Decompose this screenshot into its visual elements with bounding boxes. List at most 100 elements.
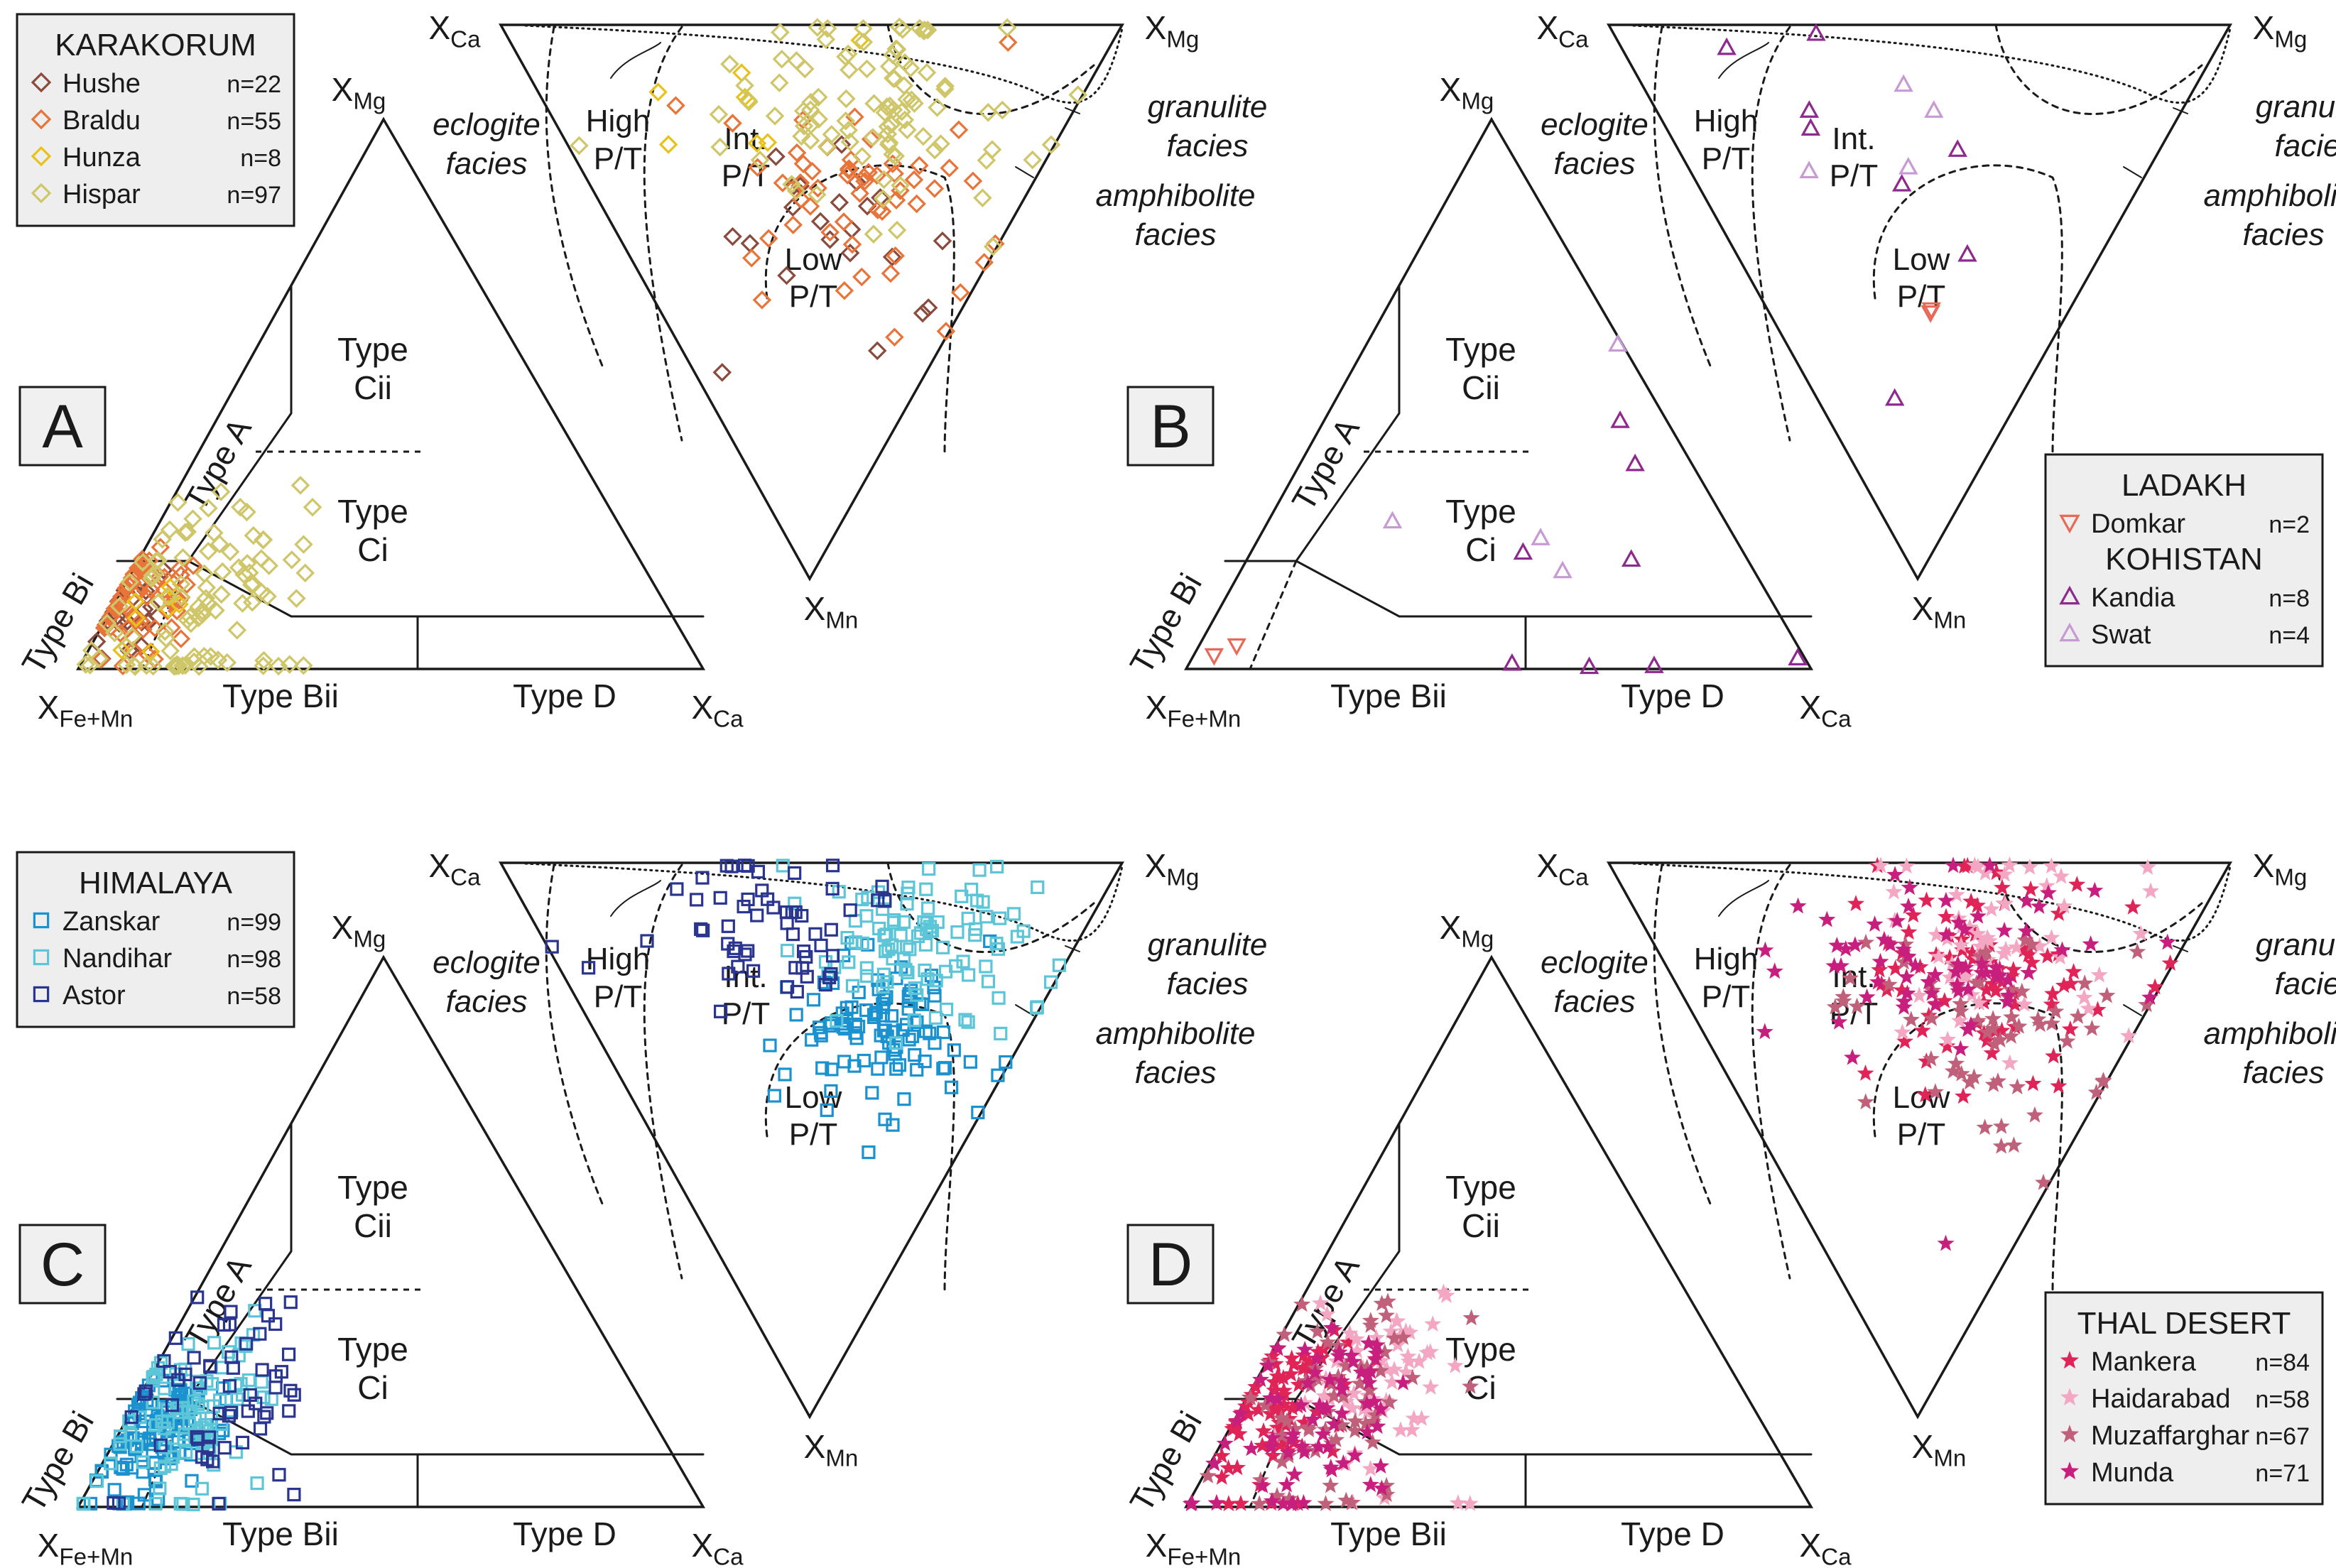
point-haidarabad-left <box>1348 1341 1366 1359</box>
point-domkar-left <box>1204 648 1224 666</box>
point-mankera-left <box>1219 1459 1237 1476</box>
point-zanskar-right <box>886 1042 901 1057</box>
point-muzaffarghar-left <box>1371 1362 1389 1378</box>
point-astor-right <box>737 899 751 914</box>
point-hispar-left <box>109 597 129 616</box>
point-astor-right <box>746 964 761 978</box>
point-muzaffarghar-left <box>1337 1491 1355 1508</box>
leader-eclogite <box>610 880 661 917</box>
point-munda-left <box>1274 1495 1292 1511</box>
point-nandihar-right <box>968 928 982 942</box>
point-astor-left <box>187 1351 201 1365</box>
int-pt-boundary <box>1751 26 1791 442</box>
point-munda-right <box>1828 937 1846 953</box>
point-hushe-right <box>740 234 760 254</box>
legend-item: Swat n=4 <box>2059 620 2310 650</box>
point-hispar-right <box>735 76 754 95</box>
point-muzaffarghar-left <box>1386 1329 1403 1346</box>
point-kandia-right <box>1891 173 1912 192</box>
apex-xmg-left-text: XMg <box>1440 909 1494 953</box>
point-nandihar-left <box>241 1373 256 1388</box>
point-astor-left <box>274 1365 288 1379</box>
point-mankera-right <box>1941 949 1959 965</box>
point-kandia-right <box>1884 388 1905 406</box>
point-zanskar-right <box>876 1008 890 1023</box>
subscript: Fe+Mn <box>59 707 133 733</box>
point-muzaffarghar-right <box>1974 950 1992 967</box>
point-domkar-right <box>1921 305 1940 323</box>
point-astor-right <box>788 961 803 975</box>
point-mankera-right <box>2003 967 2021 984</box>
high-pt-label: High <box>586 942 651 976</box>
symbol: X <box>1145 847 1167 884</box>
field-type-d: Type D <box>513 677 616 714</box>
point-hispar-left <box>244 526 264 545</box>
point-kandia-left <box>1644 655 1664 673</box>
point-muzaffarghar-right <box>2005 1136 2023 1153</box>
point-mankera-left <box>1276 1385 1293 1403</box>
legend-series-name: Muzaffarghar <box>2091 1421 2250 1451</box>
point-munda-left <box>1283 1430 1300 1447</box>
point-munda-right <box>1869 973 1887 990</box>
point-astor-right <box>766 900 781 915</box>
point-astor-left <box>287 1487 301 1502</box>
point-nandihar-left <box>146 1370 161 1384</box>
apex-xmg-right: XMg <box>2253 9 2308 53</box>
point-munda-right <box>1756 1023 1773 1040</box>
point-swat-right <box>1799 160 1819 179</box>
symbol: X <box>38 1527 60 1564</box>
legend-marker <box>33 912 50 929</box>
point-munda-right <box>1977 964 1995 980</box>
point-muzaffarghar-left <box>1242 1389 1259 1405</box>
point-munda-right <box>1947 963 1965 979</box>
point-mankera-right <box>2023 954 2041 970</box>
point-haidarabad-right <box>1928 925 1945 942</box>
point-nandihar-right <box>907 1013 921 1028</box>
point-hispar-right <box>771 23 790 42</box>
point-munda-right <box>1960 980 1977 997</box>
point-mankera-right <box>2124 898 2141 915</box>
legend-series-count: n=99 <box>227 909 281 936</box>
point-astor-right <box>724 859 739 873</box>
subscript: Mg <box>1461 89 1494 115</box>
point-astor-right <box>878 893 892 908</box>
point-astor-left <box>153 1438 168 1452</box>
point-muzaffarghar-right <box>2010 1018 2028 1034</box>
point-munda-left <box>1358 1395 1376 1412</box>
point-zanskar-right <box>889 1062 903 1076</box>
point-muzaffarghar-left <box>1268 1486 1286 1503</box>
symbol: X <box>1912 1428 1934 1465</box>
point-muzaffarghar-left <box>1462 1377 1479 1394</box>
legend-series-count: n=4 <box>2269 622 2310 649</box>
point-zanskar-right <box>897 1092 911 1106</box>
low-pt-label: P/T <box>789 1117 837 1152</box>
apex-xca-left: XCa <box>691 689 744 733</box>
point-hispar-right <box>902 90 921 109</box>
point-hispar-right <box>891 175 910 195</box>
amphibolite-facies-label: facies <box>1135 217 1217 252</box>
point-astor-right <box>750 908 764 922</box>
point-nandihar-right <box>876 967 891 981</box>
point-haidarabad-left <box>1359 1403 1376 1420</box>
point-astor-left <box>261 1309 276 1323</box>
point-mankera-left <box>1290 1376 1308 1393</box>
eclogite-facies-label: eclogite <box>433 945 540 980</box>
point-nandihar-right <box>979 959 993 974</box>
legend-marker <box>31 109 52 130</box>
point-haidarabad-right <box>2090 966 2108 983</box>
legend-item: Hispar n=97 <box>31 180 281 209</box>
point-mankera-left <box>1339 1333 1357 1350</box>
point-hispar-left <box>183 509 202 528</box>
point-mankera-right <box>2050 905 2068 921</box>
point-munda-right <box>2158 933 2176 950</box>
point-munda-right <box>1937 1234 1955 1251</box>
point-braldu-right <box>840 159 859 178</box>
point-zanskar-right <box>857 1053 871 1068</box>
point-astor-right <box>825 859 840 873</box>
apex-xmn: XMn <box>804 1428 859 1472</box>
eclogite-facies-label: eclogite <box>1541 945 1648 980</box>
point-munda-right <box>1846 936 1864 953</box>
point-hispar-right <box>809 109 829 129</box>
point-nandihar-right <box>859 969 874 983</box>
